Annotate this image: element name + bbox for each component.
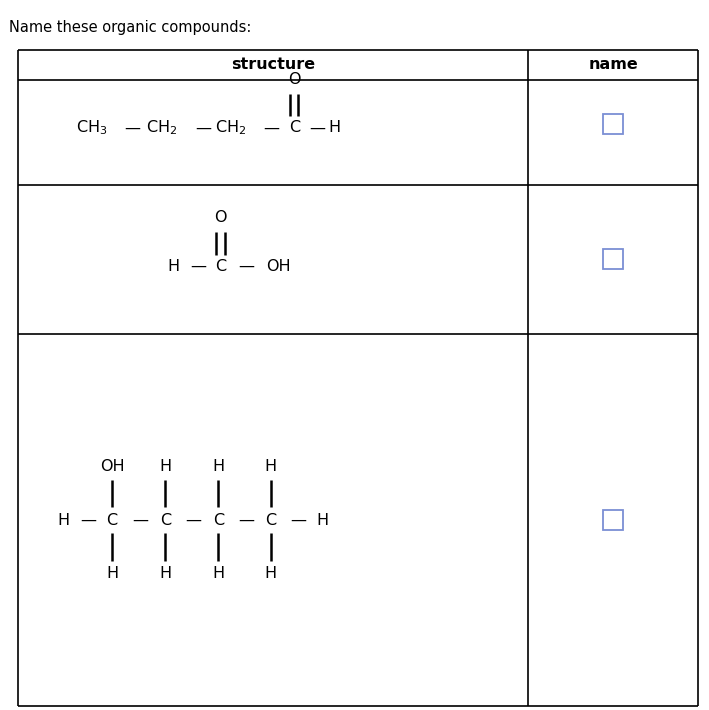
Text: H: H [167, 258, 180, 274]
Text: C: C [160, 513, 171, 528]
Text: H: H [264, 459, 277, 474]
Text: C: C [213, 513, 224, 528]
Text: C: C [106, 513, 118, 528]
Text: structure: structure [231, 57, 315, 72]
Text: H: H [106, 566, 118, 581]
Text: Name these organic compounds:: Name these organic compounds: [9, 20, 251, 35]
Bar [603, 249, 623, 269]
Text: C: C [215, 258, 226, 274]
Text: —: — [185, 513, 201, 528]
Text: O: O [288, 72, 301, 87]
Text: $\mathregular{CH_2}$: $\mathregular{CH_2}$ [216, 119, 247, 137]
Bar [603, 510, 623, 530]
Text: —: — [310, 120, 325, 136]
Text: OH: OH [267, 258, 291, 274]
Text: —: — [195, 120, 211, 136]
Text: H: H [316, 513, 329, 528]
Text: name: name [588, 57, 638, 72]
Text: H: H [212, 566, 225, 581]
Text: $\mathregular{CH_3}$: $\mathregular{CH_3}$ [77, 119, 108, 137]
Text: $\mathregular{CH_2}$: $\mathregular{CH_2}$ [146, 119, 177, 137]
Text: C: C [265, 513, 277, 528]
Text: O: O [214, 210, 227, 226]
Bar [603, 114, 623, 134]
Text: —: — [239, 258, 255, 274]
Text: H: H [328, 120, 341, 136]
Text: H: H [57, 513, 70, 528]
Text: C: C [289, 120, 300, 136]
Text: H: H [159, 459, 172, 474]
Text: H: H [264, 566, 277, 581]
Text: —: — [238, 513, 254, 528]
Text: —: — [291, 513, 306, 528]
Text: —: — [80, 513, 96, 528]
Text: —: — [190, 258, 206, 274]
Text: —: — [125, 120, 140, 136]
Text: H: H [159, 566, 172, 581]
Text: H: H [212, 459, 225, 474]
Text: OH: OH [100, 459, 124, 474]
Text: —: — [264, 120, 279, 136]
Text: —: — [133, 513, 148, 528]
